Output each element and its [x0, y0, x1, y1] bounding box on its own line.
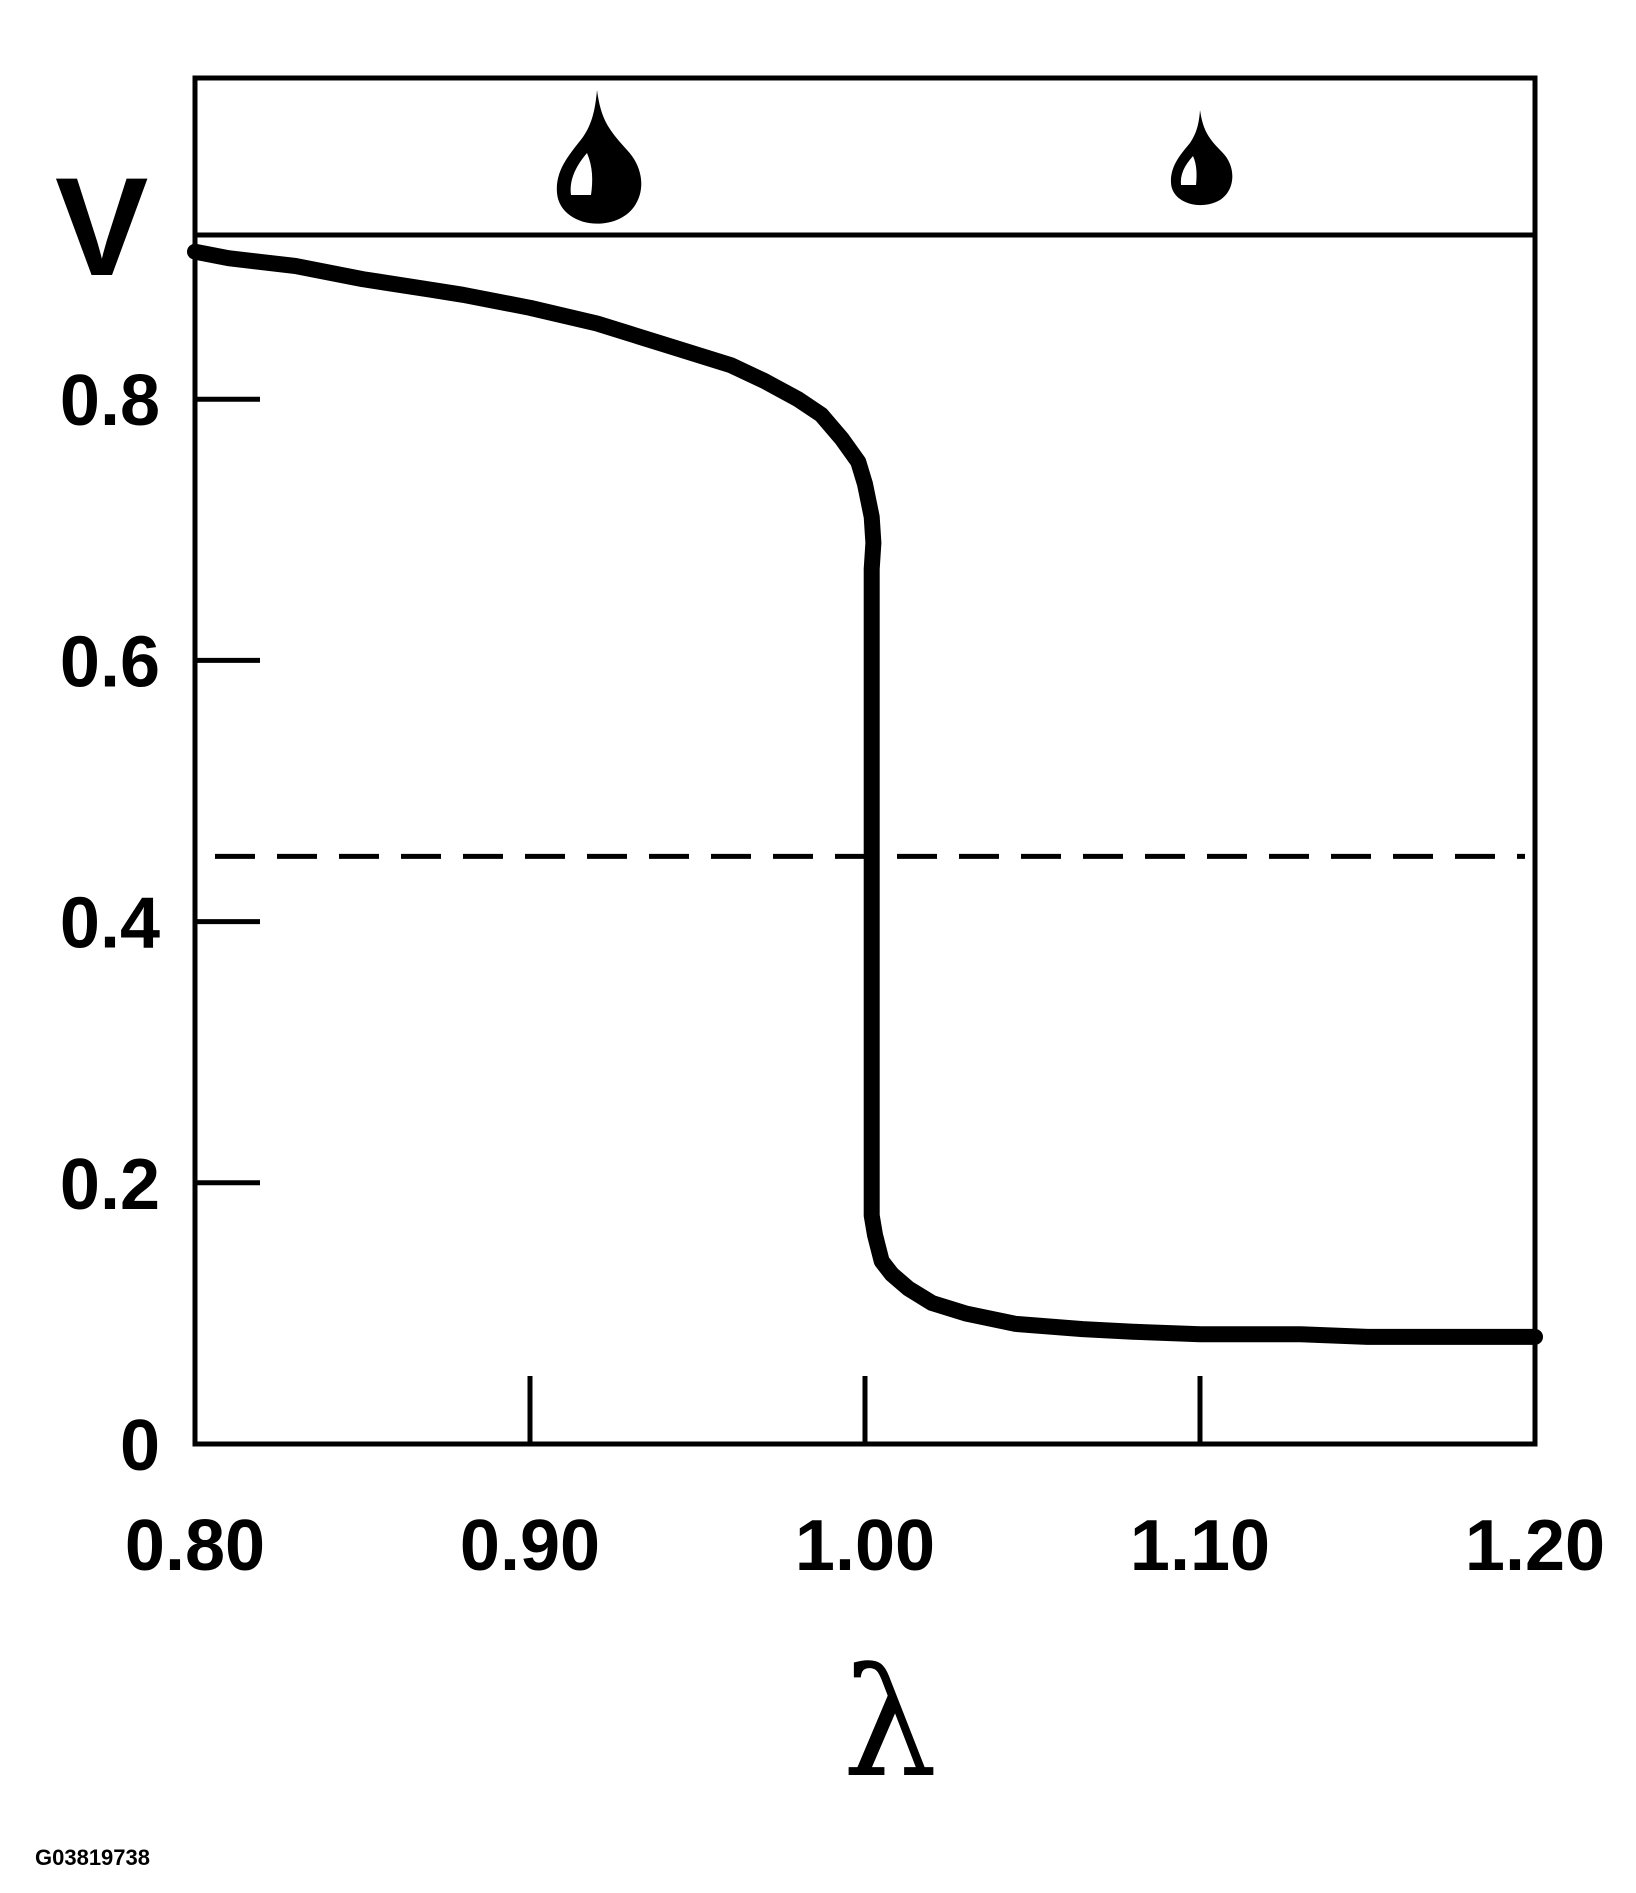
- data-point: [963, 1311, 968, 1316]
- data-point: [662, 342, 666, 347]
- data-point: [879, 1259, 884, 1264]
- droplet-icon-large: [556, 90, 642, 224]
- data-point: [906, 1286, 911, 1291]
- x-tick-label: 1.10: [1130, 1506, 1270, 1586]
- data-point: [595, 321, 599, 326]
- data-point: [869, 1180, 874, 1185]
- data-point: [889, 1272, 894, 1277]
- data-point: [869, 567, 874, 572]
- data-point: [193, 249, 197, 254]
- data-point: [729, 363, 733, 368]
- data-point: [226, 256, 231, 261]
- x-tick-label: 1.00: [795, 1506, 935, 1586]
- y-tick-label: 0.2: [60, 1145, 160, 1225]
- data-point: [1198, 1332, 1202, 1337]
- data-point: [528, 305, 532, 310]
- data-point: [869, 1050, 874, 1055]
- data-point: [1533, 1334, 1537, 1339]
- x-tick-label: 1.20: [1465, 1506, 1605, 1586]
- data-point: [869, 1213, 874, 1218]
- data-point: [873, 1233, 878, 1238]
- data-point: [293, 264, 298, 269]
- data-point: [869, 789, 874, 794]
- data-point: [762, 378, 767, 383]
- x-tick-label: 0.90: [460, 1506, 600, 1586]
- data-point: [360, 277, 365, 282]
- data-point: [461, 292, 465, 297]
- x-tick-label: 0.80: [125, 1506, 265, 1586]
- data-point: [863, 482, 867, 487]
- y-tick-label: 0.4: [60, 884, 160, 964]
- figure-id: G03819738: [35, 1845, 150, 1870]
- data-point: [869, 658, 874, 663]
- data-point: [427, 287, 432, 292]
- series-line: [187, 243, 1543, 1345]
- data-point: [856, 459, 861, 464]
- data-point: [819, 412, 824, 417]
- data-point: [930, 1300, 934, 1305]
- y-tick-label: 0.8: [60, 361, 160, 441]
- data-point: [871, 540, 876, 545]
- data-point: [869, 919, 874, 924]
- y-tick-label: 0.6: [60, 622, 160, 702]
- data-point: [1298, 1332, 1303, 1337]
- x-axis-title: λ: [842, 1637, 937, 1811]
- data-point: [1466, 1334, 1470, 1339]
- data-point: [1365, 1334, 1370, 1339]
- data-point: [796, 397, 800, 402]
- data-point: [1013, 1321, 1018, 1326]
- data-point: [1080, 1327, 1085, 1332]
- data-point: [839, 436, 844, 441]
- droplet-icon-small: [1170, 110, 1233, 206]
- y-axis-title: V: [55, 148, 148, 305]
- y-tick-label: 0: [120, 1406, 160, 1486]
- data-point: [1131, 1329, 1135, 1334]
- data-point: [869, 514, 874, 519]
